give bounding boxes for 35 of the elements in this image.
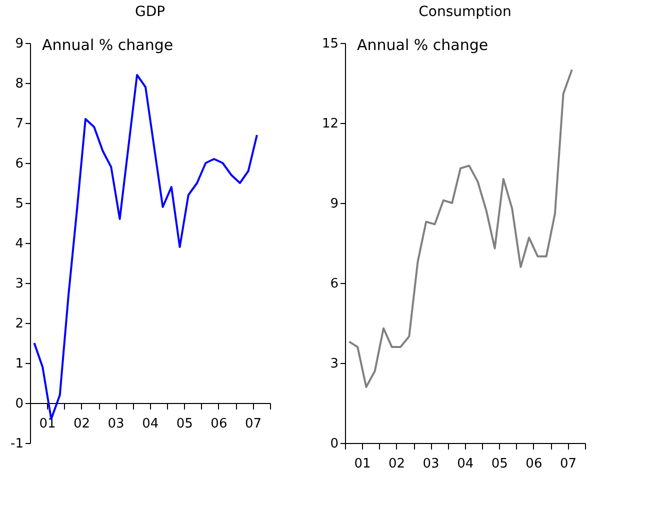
y-tick-label: 1 [15, 356, 24, 372]
y-tick-label: 15 [322, 36, 338, 52]
x-tick-label: 06 [210, 416, 228, 432]
y-tick-label: 9 [330, 196, 338, 212]
y-tick-label: 4 [15, 236, 24, 252]
y-tick-label: 7 [15, 116, 24, 132]
chart-title: Consumption [418, 4, 512, 20]
y-tick-label: 2 [15, 316, 24, 332]
y-tick-label: 12 [322, 116, 338, 132]
y-tick-label: 0 [330, 436, 338, 452]
y-axis-title: Annual % change [357, 36, 488, 54]
x-tick-label: 02 [388, 456, 406, 472]
y-axis-title: Annual % change [42, 36, 174, 54]
y-tick-label: 9 [15, 36, 24, 52]
x-tick-label: 01 [354, 456, 371, 472]
y-tick-label: 3 [15, 276, 24, 292]
chart-title: GDP [134, 4, 166, 20]
y-tick-label: 6 [15, 156, 24, 172]
x-tick-label: 04 [457, 456, 474, 472]
y-tick-label: 3 [330, 356, 338, 372]
x-tick-label: 06 [526, 456, 542, 472]
y-tick-label: 6 [330, 276, 338, 292]
x-tick-label: 05 [176, 416, 193, 432]
y-tick-label: 5 [15, 196, 24, 212]
y-tick-label: 0 [15, 396, 24, 412]
x-tick-label: 07 [560, 456, 576, 472]
x-tick-label: 07 [244, 416, 262, 432]
line-series [348, 68, 573, 388]
x-tick-label: 02 [73, 416, 90, 432]
x-tick-label: 03 [108, 416, 124, 432]
y-tick-label: -1 [10, 436, 24, 452]
x-tick-label: 04 [142, 416, 159, 432]
y-tick-label: 8 [15, 76, 24, 92]
x-tick-label: 05 [491, 456, 508, 472]
x-tick-label: 03 [422, 456, 440, 472]
